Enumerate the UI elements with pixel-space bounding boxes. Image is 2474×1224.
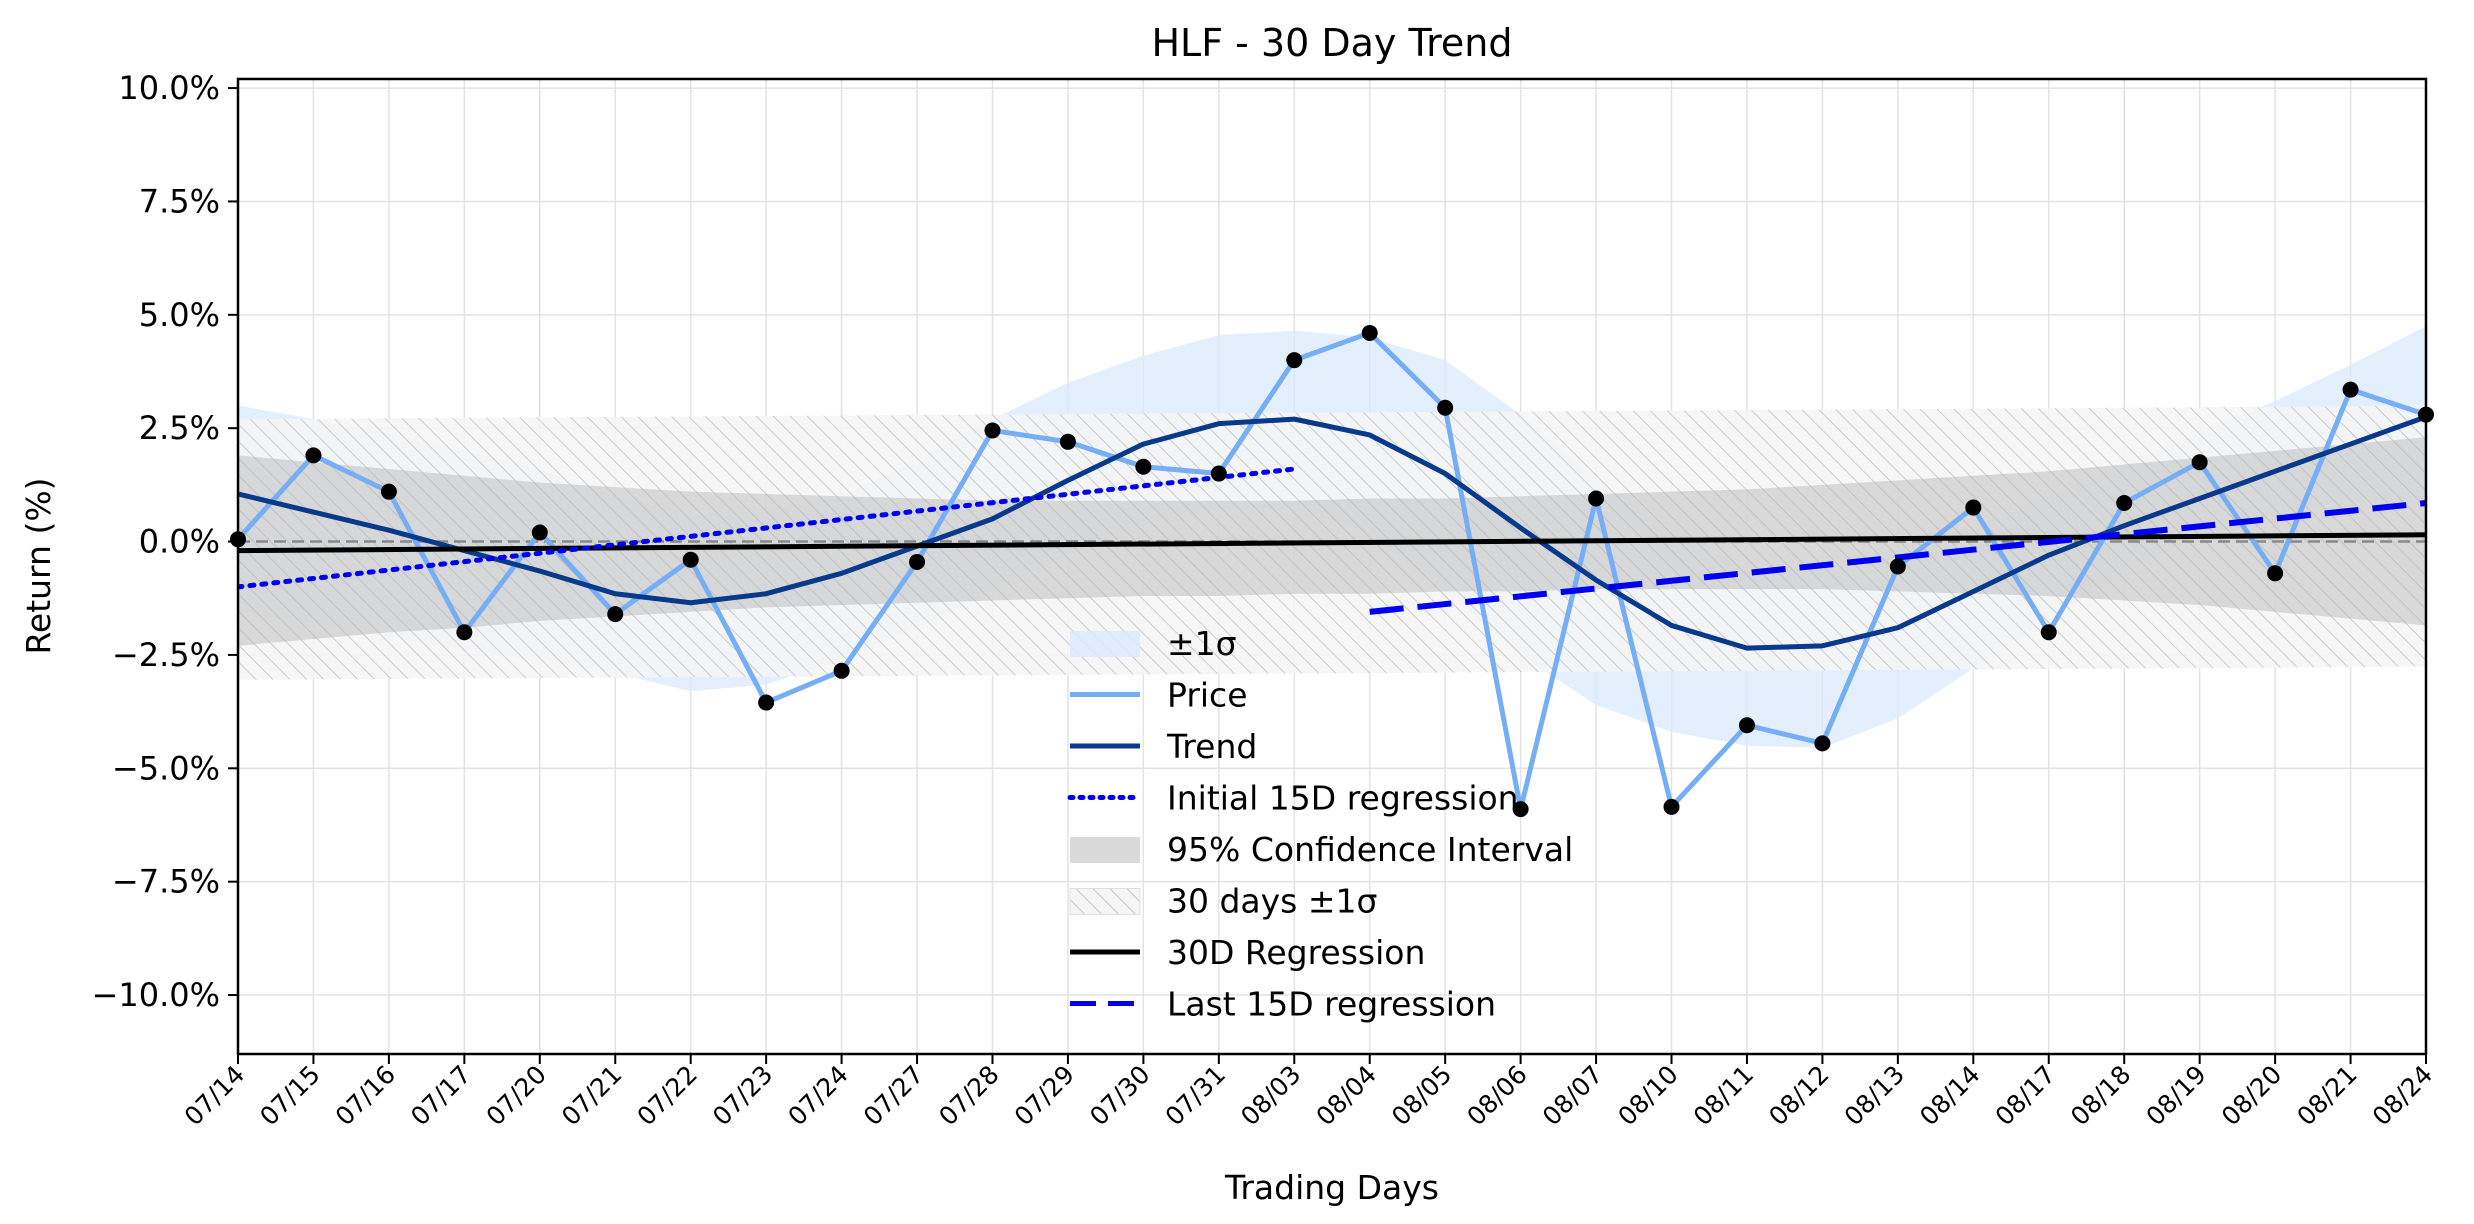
price-point — [909, 553, 926, 570]
price-point — [1135, 458, 1152, 475]
x-tick-label: 07/28 — [933, 1060, 1004, 1131]
x-tick-label: 07/15 — [254, 1060, 325, 1131]
price-point — [607, 606, 624, 623]
series-last-15d-regression — [1369, 500, 2426, 615]
x-tick-label: 07/23 — [707, 1060, 778, 1131]
x-tick-label: 08/17 — [1990, 1060, 2061, 1131]
x-tick-label: 07/24 — [782, 1060, 853, 1131]
price-point — [1889, 558, 1906, 575]
price-point — [1965, 499, 1982, 516]
price-point — [2191, 454, 2208, 471]
legend-label: Initial 15D regression — [1167, 779, 1519, 818]
x-tick-label: 07/29 — [1009, 1060, 1080, 1131]
y-tick-label: 5.0% — [139, 296, 220, 334]
y-tick-label: 2.5% — [139, 409, 220, 447]
price-point — [1814, 735, 1831, 752]
price-point — [1361, 324, 1378, 341]
x-tick-label: 07/30 — [1084, 1060, 1155, 1131]
price-point — [1059, 433, 1076, 450]
price-point — [1512, 801, 1529, 818]
y-axis: 10.0% 7.5% 5.0% 2.5% 0.0% −2.5% −5.0% −7.5% −10.… — [92, 69, 238, 1014]
x-tick-label: 07/16 — [330, 1060, 401, 1131]
x-tick-label: 08/14 — [1914, 1060, 1985, 1131]
x-tick-label: 08/13 — [1839, 1060, 1910, 1131]
price-point — [1210, 465, 1227, 482]
x-tick-label: 07/17 — [405, 1060, 476, 1131]
series-30d-regression — [238, 532, 2426, 554]
x-tick-label: 08/10 — [1612, 1060, 1683, 1131]
price-point — [380, 483, 397, 500]
price-point — [305, 447, 322, 464]
x-tick-label: 07/20 — [481, 1060, 552, 1131]
series-trend — [238, 414, 2426, 651]
plot-frame — [236, 77, 2428, 1056]
price-point — [2267, 565, 2284, 582]
price-point — [758, 694, 775, 711]
price-point — [1588, 490, 1605, 507]
y-tick-label: 0.0% — [139, 523, 220, 561]
y-tick-label: 7.5% — [139, 182, 220, 220]
price-points — [230, 324, 2434, 818]
legend-swatch — [1070, 631, 1140, 657]
x-tick-label: 08/24 — [2367, 1060, 2438, 1131]
legend-label: ±1σ — [1167, 624, 1237, 663]
price-point — [531, 524, 548, 541]
legend-label: 30D Regression — [1167, 933, 1425, 972]
series-lines — [238, 330, 2426, 812]
price-point — [1286, 352, 1303, 369]
x-tick-label: 07/31 — [1160, 1060, 1231, 1131]
price-point — [456, 624, 473, 641]
legend-swatch — [1070, 837, 1140, 863]
price-point — [1663, 798, 1680, 815]
legend-label: Price — [1167, 676, 1248, 715]
x-tick-label: 08/05 — [1386, 1060, 1457, 1131]
series-price — [238, 330, 2426, 812]
legend: ±1σ Price Trend Initial 15D regression 95% C… — [1067, 624, 1573, 1024]
price-point — [1738, 717, 1755, 734]
price-point — [2040, 624, 2057, 641]
price-point — [984, 422, 1001, 439]
price-point — [682, 551, 699, 568]
legend-swatch — [1069, 888, 1141, 915]
y-tick-label: −2.5% — [112, 636, 220, 674]
series-initial-15d-regression — [238, 466, 1297, 590]
y-tick-label: −10.0% — [92, 976, 220, 1014]
y-tick-label: 10.0% — [118, 69, 220, 107]
legend-label: Last 15D regression — [1167, 985, 1496, 1024]
x-tick-label: 08/18 — [2065, 1060, 2136, 1131]
y-tick-label: −7.5% — [112, 863, 220, 901]
y-tick-label: −5.0% — [112, 749, 220, 787]
x-tick-label: 07/21 — [556, 1060, 627, 1131]
x-axis: 07/14 07/15 07/16 07/17 07/20 07/21 07/22 07/23… — [179, 1054, 2438, 1131]
legend-label: 30 days ±1σ — [1167, 882, 1377, 921]
x-tick-label: 08/07 — [1537, 1060, 1608, 1131]
x-axis-label: Trading Days — [1224, 1168, 1439, 1207]
x-tick-label: 08/11 — [1688, 1060, 1759, 1131]
price-point — [2342, 381, 2359, 398]
price-point — [1437, 399, 1454, 416]
legend-label: Trend — [1166, 727, 1257, 766]
price-point — [833, 662, 850, 679]
x-tick-label: 08/19 — [2140, 1060, 2211, 1131]
price-point — [2116, 495, 2133, 512]
x-tick-label: 08/04 — [1311, 1060, 1382, 1131]
x-tick-label: 07/14 — [179, 1060, 250, 1131]
chart-title: HLF - 30 Day Trend — [1151, 21, 1512, 65]
x-tick-label: 08/06 — [1461, 1060, 1532, 1131]
x-tick-label: 07/27 — [858, 1060, 929, 1131]
x-tick-label: 07/22 — [631, 1060, 702, 1131]
x-tick-label: 08/12 — [1763, 1060, 1834, 1131]
legend-label: 95% Confidence Interval — [1167, 830, 1573, 869]
x-tick-label: 08/20 — [2216, 1060, 2287, 1131]
y-axis-label: Return (%) — [19, 477, 58, 654]
x-tick-label: 08/21 — [2291, 1060, 2362, 1131]
x-tick-label: 08/03 — [1235, 1060, 1306, 1131]
